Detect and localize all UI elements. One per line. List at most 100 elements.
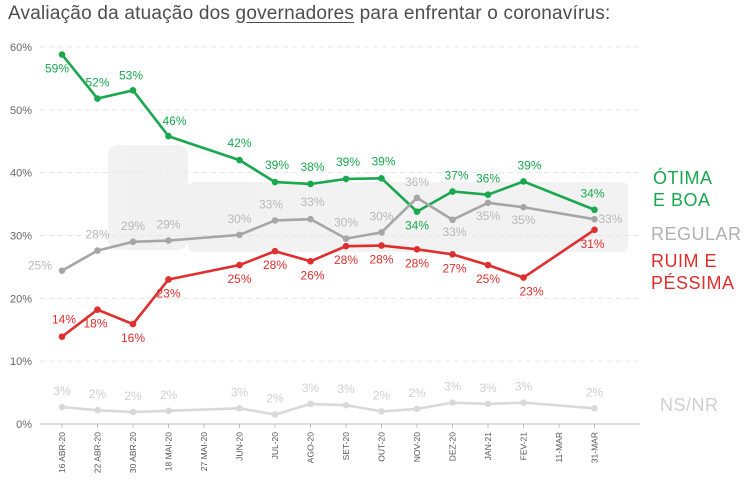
series-label: E BOA xyxy=(653,190,711,210)
data-point xyxy=(165,237,172,244)
data-label: 38% xyxy=(300,160,324,174)
data-label: 25% xyxy=(28,259,52,273)
chart-title-underlined: governadores xyxy=(235,3,355,24)
data-label: 28% xyxy=(263,258,287,272)
chart-title: Avaliação da atuação dos governadores pa… xyxy=(8,3,610,25)
data-label: 3% xyxy=(444,380,462,394)
data-label: 2% xyxy=(266,392,284,406)
data-label: 33% xyxy=(259,197,283,211)
data-point xyxy=(484,261,492,269)
data-label: 42% xyxy=(227,136,251,150)
data-label: 33% xyxy=(598,212,622,226)
data-point xyxy=(129,87,137,94)
data-label: 2% xyxy=(124,389,142,403)
series-line-1 xyxy=(60,53,595,213)
x-tick-label: AGO-20 xyxy=(306,432,316,463)
data-point xyxy=(520,399,527,406)
data-point xyxy=(271,217,279,224)
x-tick-label: FEV-21 xyxy=(519,432,529,461)
data-point xyxy=(378,242,385,249)
data-point xyxy=(342,401,350,409)
data-label: 28% xyxy=(85,228,109,242)
x-tick-label: NOV-20 xyxy=(412,432,422,463)
data-point xyxy=(449,216,456,224)
data-point xyxy=(413,405,421,413)
y-tick-label: 30% xyxy=(10,231,32,243)
data-label: 46% xyxy=(162,114,186,128)
series-label: ÓTIMA xyxy=(653,167,713,188)
data-point xyxy=(413,194,421,202)
y-tick-label: 60% xyxy=(10,42,32,54)
data-label: 28% xyxy=(334,253,358,267)
series-line-4 xyxy=(61,401,595,416)
x-tick-label: 22 ABR-20 xyxy=(93,432,103,473)
data-point xyxy=(236,261,243,269)
data-point xyxy=(271,411,279,418)
data-point xyxy=(591,215,598,223)
data-label: 3% xyxy=(53,384,71,398)
data-point xyxy=(520,178,527,185)
data-label: 34% xyxy=(405,219,429,233)
data-point xyxy=(520,274,527,281)
data-label: 52% xyxy=(85,76,109,90)
data-point xyxy=(271,178,279,186)
data-point xyxy=(236,156,243,164)
data-label: 33% xyxy=(442,225,466,239)
data-label: 2% xyxy=(373,388,391,402)
data-point xyxy=(484,199,492,207)
series-label: NS/NR xyxy=(660,395,719,415)
y-tick-label: 50% xyxy=(10,105,32,117)
data-label: 34% xyxy=(580,187,604,201)
data-label: 3% xyxy=(515,380,533,394)
data-point xyxy=(342,175,350,183)
data-point xyxy=(58,403,66,411)
data-label: 30% xyxy=(334,216,358,230)
data-point xyxy=(307,257,314,265)
data-label: 2% xyxy=(408,386,426,400)
x-tick-label: 18 MAI-20 xyxy=(164,432,174,471)
data-point xyxy=(378,408,385,415)
series-line-3 xyxy=(61,228,596,338)
data-label: 25% xyxy=(476,272,500,286)
data-point xyxy=(591,206,598,214)
data-point xyxy=(591,404,598,412)
data-point xyxy=(378,229,385,236)
data-point xyxy=(58,267,66,274)
data-label: 39% xyxy=(517,158,541,172)
data-label: 18% xyxy=(83,317,107,331)
data-point xyxy=(94,95,101,102)
data-label: 3% xyxy=(302,381,320,395)
data-point xyxy=(94,306,101,313)
data-point xyxy=(129,320,137,328)
data-point xyxy=(307,180,314,188)
data-label: 3% xyxy=(479,381,497,395)
chart-title-prefix: Avaliação da atuação dos xyxy=(8,3,236,24)
data-label: 16% xyxy=(121,331,145,345)
data-point xyxy=(307,215,314,223)
x-tick-label: 16 ABR-20 xyxy=(57,432,67,473)
y-tick-label: 40% xyxy=(10,168,32,180)
data-label: 33% xyxy=(300,195,324,209)
x-tick-label: 27 MAI-20 xyxy=(199,432,209,471)
data-label: 2% xyxy=(586,385,604,399)
chart-title-suffix: para enfrentar o coronavírus: xyxy=(354,3,611,24)
data-point xyxy=(413,208,421,215)
data-point xyxy=(58,51,66,58)
data-point xyxy=(129,238,137,246)
x-tick-label: JAN-21 xyxy=(483,432,493,461)
data-label: 23% xyxy=(156,286,180,300)
data-label: 14% xyxy=(52,313,76,327)
data-label: 29% xyxy=(156,218,180,232)
data-point xyxy=(484,400,492,408)
data-label: 30% xyxy=(369,209,393,223)
data-point xyxy=(449,188,456,195)
data-label: 39% xyxy=(265,158,289,172)
data-point xyxy=(413,246,421,253)
x-tick-label: JUL-20 xyxy=(270,432,280,460)
data-point xyxy=(378,175,385,182)
data-point xyxy=(236,231,243,239)
data-point xyxy=(94,406,101,414)
data-point xyxy=(271,247,279,255)
series-label: REGULAR xyxy=(651,224,742,244)
data-label: 29% xyxy=(121,219,145,233)
